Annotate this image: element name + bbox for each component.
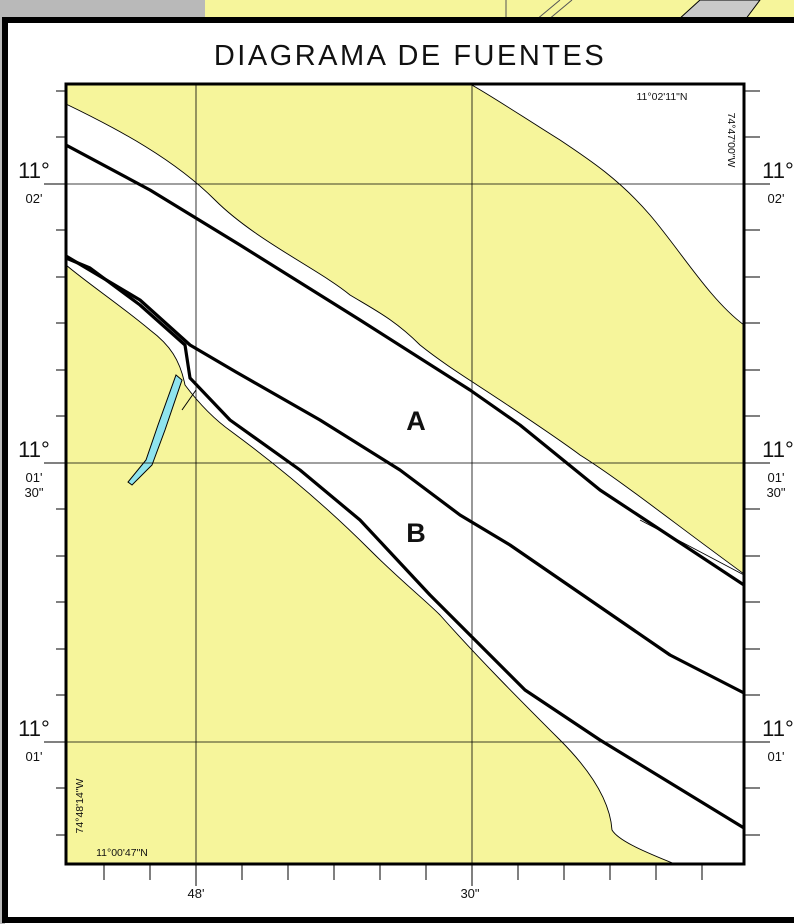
corner-label-bottom-left-lon: 74°48'14"W xyxy=(74,778,86,833)
lat-label-deg: 11° xyxy=(762,158,794,183)
lon-label: 48' xyxy=(188,886,205,901)
outer-land-strip xyxy=(205,0,794,22)
lat-label-deg: 11° xyxy=(18,158,50,183)
lon-label: 30" xyxy=(460,886,479,901)
source-area-label-a: A xyxy=(406,406,426,436)
diagram-title: DIAGRAMA DE FUENTES xyxy=(214,40,606,72)
source-area-label-b: B xyxy=(406,518,426,548)
lat-label-deg: 11° xyxy=(18,437,50,462)
lat-label-min: 02' xyxy=(768,191,785,206)
canal xyxy=(127,374,183,486)
lat-label-deg: 11° xyxy=(762,437,794,462)
lat-label-min: 01' xyxy=(26,470,43,485)
land-northeast xyxy=(66,84,744,575)
land-southwest xyxy=(66,264,676,864)
corner-label-bottom-left-lat: 11°00'47"N xyxy=(96,847,148,859)
lat-label-deg: 11° xyxy=(762,716,794,741)
map-frame xyxy=(64,82,746,866)
lat-label-min: 02' xyxy=(26,191,43,206)
lat-label-sec: 30" xyxy=(766,485,785,500)
lat-label-deg: 11° xyxy=(18,716,50,741)
source-boundaries xyxy=(66,143,744,830)
lat-label-min: 01' xyxy=(768,470,785,485)
latitude-labels-left: 11° 02' 11° 01' 30" 11° 01' xyxy=(18,158,50,764)
panel-border xyxy=(2,17,794,923)
corner-label-top-right-lon: 74°47'00"W xyxy=(725,113,737,168)
graticule xyxy=(66,84,744,864)
lat-label-min: 01' xyxy=(768,749,785,764)
latitude-labels-right: 11° 02' 11° 01' 30" 11° 01' xyxy=(762,158,794,764)
lat-label-sec: 30" xyxy=(24,485,43,500)
corner-label-top-right-lat: 11°02'11"N xyxy=(637,91,688,103)
lat-label-min: 01' xyxy=(26,749,43,764)
map-body xyxy=(66,84,744,864)
border-ticks xyxy=(44,90,770,886)
